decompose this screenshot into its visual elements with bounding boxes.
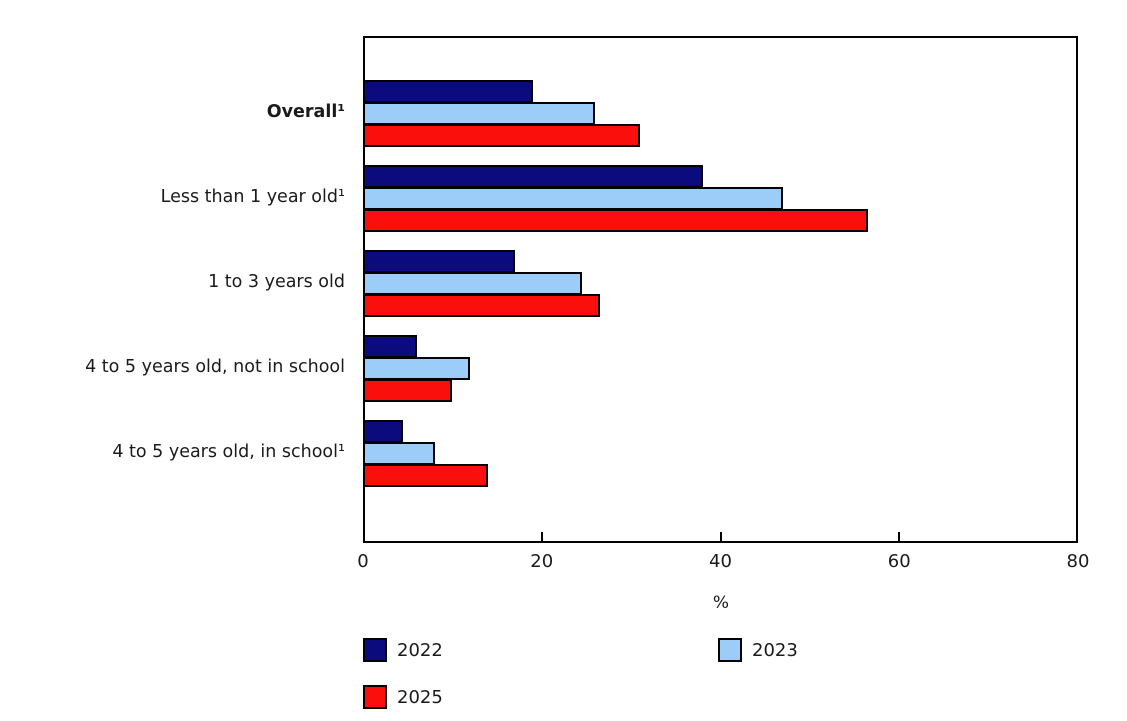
bar-2022-category-4	[363, 420, 403, 443]
bar-2022-category-0	[363, 80, 533, 103]
x-axis-title: %	[712, 593, 730, 613]
bar-2023-category-0	[363, 102, 595, 125]
x-tick-label-20: 20	[530, 551, 554, 572]
bar-2022-category-3	[363, 335, 417, 358]
x-tick-label-80: 80	[1066, 551, 1090, 572]
legend-item-2022: 2022	[363, 638, 443, 662]
bar-2025-category-2	[363, 294, 600, 317]
category-label-4: 4 to 5 years old, in school¹	[112, 441, 345, 462]
bar-2025-category-4	[363, 464, 488, 487]
x-axis-tick	[898, 532, 901, 541]
x-tick-label-0: 0	[357, 551, 369, 572]
bar-2025-category-1	[363, 209, 868, 232]
category-label-0: Overall¹	[266, 101, 345, 122]
legend-item-2023: 2023	[718, 638, 798, 662]
legend-label: 2022	[397, 639, 443, 661]
bar-2022-category-1	[363, 165, 703, 188]
category-label-2: 1 to 3 years old	[208, 271, 345, 292]
bar-2022-category-2	[363, 250, 515, 273]
x-tick-label-60: 60	[887, 551, 911, 572]
legend-swatch-2022	[363, 638, 387, 662]
bar-2025-category-3	[363, 379, 452, 402]
legend-item-2025: 2025	[363, 685, 443, 709]
bar-2025-category-0	[363, 124, 640, 147]
legend-label: 2023	[752, 639, 798, 661]
bar-2023-category-2	[363, 272, 582, 295]
legend-label: 2025	[397, 686, 443, 708]
x-axis-tick	[719, 532, 722, 541]
plot-area	[363, 36, 1078, 543]
category-label-1: Less than 1 year old¹	[160, 186, 345, 207]
bar-2023-category-3	[363, 357, 470, 380]
legend-swatch-2025	[363, 685, 387, 709]
bar-2023-category-1	[363, 187, 783, 210]
x-axis-tick	[540, 532, 543, 541]
category-label-3: 4 to 5 years old, not in school	[85, 356, 345, 377]
bar-2023-category-4	[363, 442, 435, 465]
legend-swatch-2023	[718, 638, 742, 662]
x-tick-label-40: 40	[709, 551, 732, 572]
